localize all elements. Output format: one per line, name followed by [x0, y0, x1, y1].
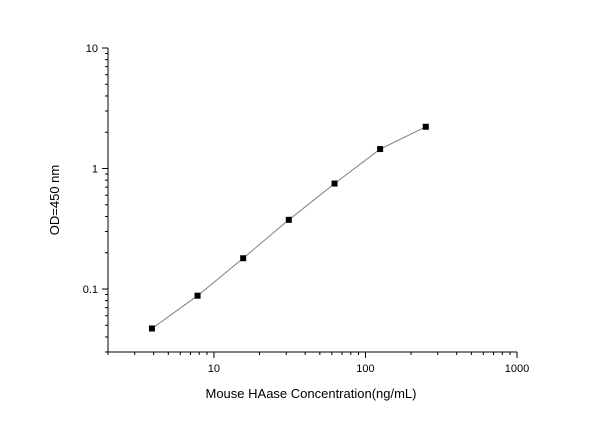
data-point-marker [148, 325, 155, 332]
y-tick-label: 1 [92, 163, 98, 175]
x-tick-label: 10 [208, 363, 220, 375]
data-point-marker [285, 216, 292, 223]
y-tick-label: 0.1 [83, 284, 98, 296]
chart-axes [107, 48, 517, 353]
y-ticks: 0.1 1 10 [83, 43, 108, 353]
y-tick-label: 10 [86, 43, 98, 55]
x-tick-label: 100 [356, 363, 374, 375]
data-series [148, 123, 429, 332]
data-point-marker [331, 180, 338, 187]
data-point-marker [422, 123, 429, 130]
data-point-marker [240, 255, 247, 262]
y-axis-title: OD=450 nm [47, 165, 62, 235]
data-point-marker [194, 292, 201, 299]
series-line [151, 126, 427, 329]
x-ticks: 10 100 1000 [107, 352, 529, 375]
data-point-marker [377, 146, 384, 153]
x-axis-title: Mouse HAase Concentration(ng/mL) [206, 386, 417, 401]
x-tick-label: 1000 [505, 363, 529, 375]
